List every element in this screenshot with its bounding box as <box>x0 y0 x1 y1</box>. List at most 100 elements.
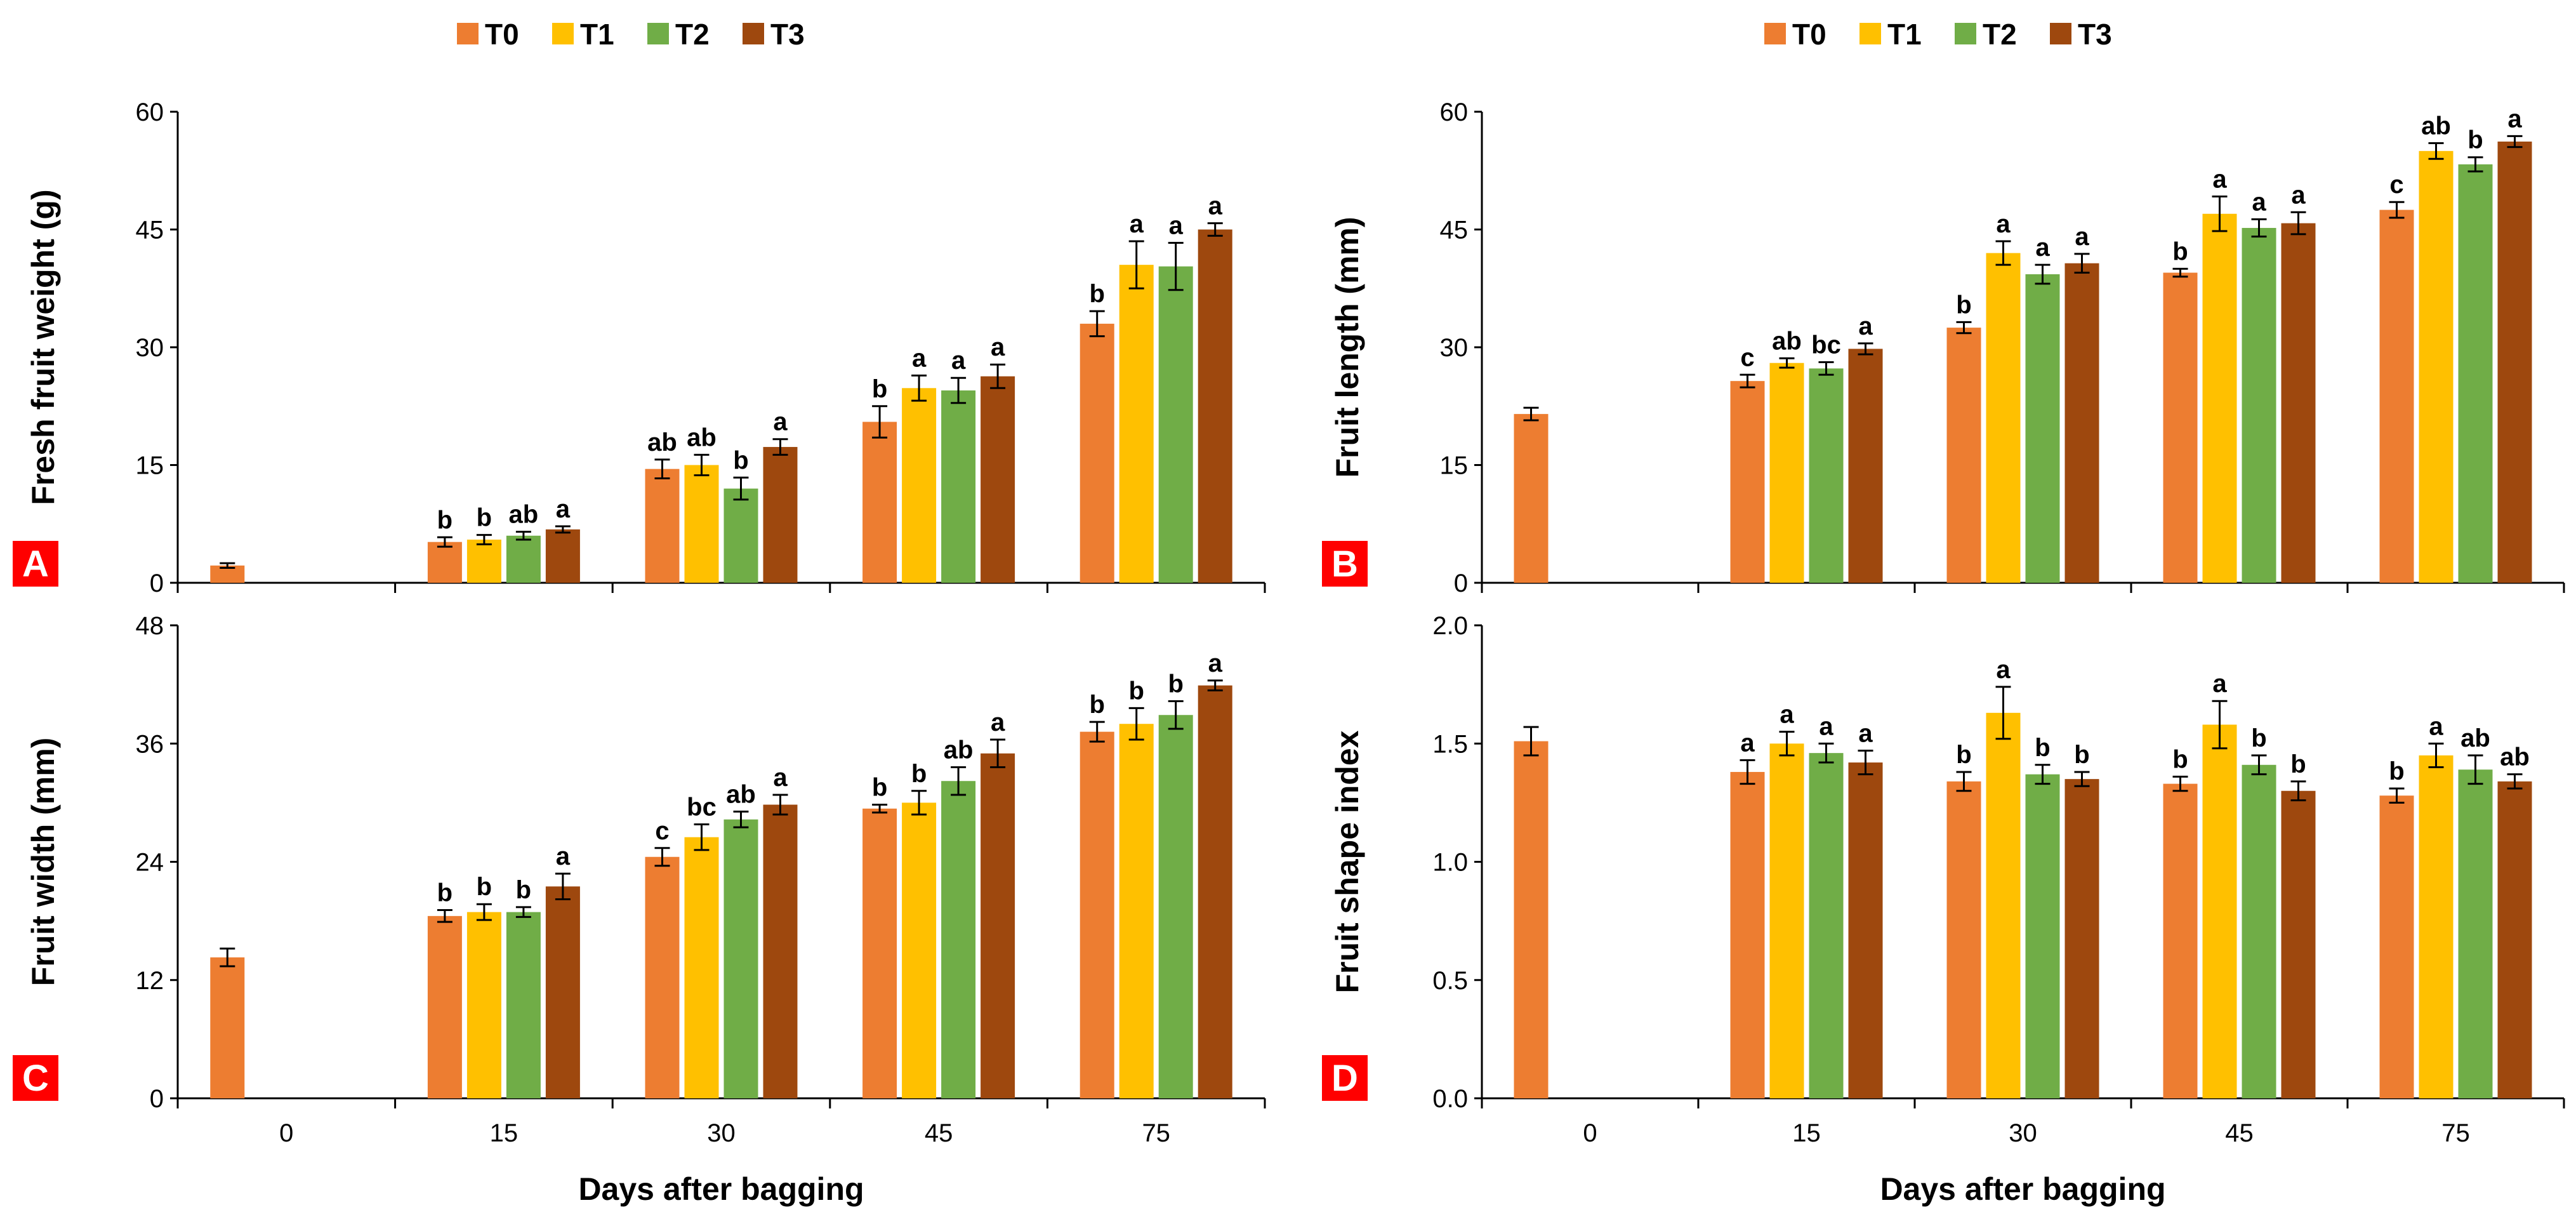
bar <box>1809 753 1844 1098</box>
significance-letter: c <box>1740 343 1754 371</box>
bar <box>466 912 501 1098</box>
x-axis-title: Days after bagging <box>1880 1171 2165 1207</box>
x-tick-label: 30 <box>707 1119 736 1147</box>
panel-label-badge <box>1322 541 1368 587</box>
bar <box>1080 731 1114 1098</box>
bar <box>763 804 798 1098</box>
significance-letter: a <box>1858 719 1873 747</box>
bar <box>1514 414 1549 583</box>
bar <box>723 819 758 1098</box>
significance-letter: b <box>2035 734 2050 762</box>
bar <box>2419 755 2454 1098</box>
significance-letter: b <box>733 446 748 474</box>
bar <box>1119 724 1154 1098</box>
significance-letter: a <box>2212 166 2227 194</box>
significance-letter: b <box>2290 750 2306 778</box>
significance-letter: ab <box>2500 743 2530 771</box>
panel-label: B <box>1331 543 1358 585</box>
significance-letter: b <box>2251 724 2266 752</box>
significance-letter: b <box>911 760 927 788</box>
significance-letter: b <box>2074 741 2089 769</box>
bar <box>2242 764 2276 1098</box>
significance-letter: a <box>912 345 927 373</box>
legend-label: T3 <box>2078 18 2112 51</box>
significance-letter: b <box>2172 745 2188 773</box>
bar <box>1158 715 1193 1098</box>
significance-letter: b <box>1168 670 1183 698</box>
bar <box>645 469 680 583</box>
y-tick-label: 60 <box>136 98 164 126</box>
y-tick-label: 60 <box>1440 98 1469 126</box>
significance-letter: a <box>1169 212 1184 240</box>
y-tick-label: 45 <box>1440 216 1469 244</box>
significance-letter: a <box>1996 210 2011 238</box>
panel-label: A <box>22 543 49 585</box>
significance-letter: b <box>1956 291 1971 319</box>
bar <box>2163 783 2198 1098</box>
significance-letter: ab <box>726 780 756 808</box>
bar <box>2163 272 2198 583</box>
legend-swatch <box>1764 23 1786 44</box>
significance-letter: a <box>951 347 966 375</box>
significance-letter: a <box>2212 670 2227 698</box>
significance-letter: ab <box>944 736 974 764</box>
significance-letter: a <box>1819 712 1833 740</box>
bar <box>1514 741 1549 1098</box>
significance-letter: a <box>1130 210 1144 238</box>
bar <box>427 542 462 583</box>
bar <box>862 422 897 583</box>
significance-letter: a <box>1740 729 1755 757</box>
bar <box>2242 228 2276 583</box>
significance-letter: b <box>477 504 492 532</box>
y-tick-label: 0.0 <box>1432 1085 1468 1113</box>
y-tick-label: 24 <box>136 849 164 877</box>
bar <box>2064 779 2099 1098</box>
significance-letter: ab <box>2421 112 2451 140</box>
significance-letter: a <box>1208 649 1223 677</box>
bar <box>862 808 897 1098</box>
x-tick-label: 30 <box>2009 1119 2037 1147</box>
significance-letter: a <box>556 842 571 870</box>
bar <box>1769 743 1804 1098</box>
significance-letter: c <box>655 817 669 845</box>
significance-letter: a <box>991 333 1005 361</box>
bar <box>506 535 541 583</box>
bar <box>506 912 541 1098</box>
bar <box>763 447 798 583</box>
panel-label-badge <box>13 1055 58 1101</box>
significance-letter: b <box>2172 237 2188 265</box>
significance-letter: b <box>2389 757 2404 785</box>
legend: T0 T1 T2 T3 <box>1764 18 2112 51</box>
bar <box>1730 381 1765 583</box>
bar <box>2202 724 2237 1098</box>
bar <box>2202 213 2237 583</box>
significance-letter: b <box>2467 126 2483 154</box>
bar <box>2025 274 2060 583</box>
x-tick-label: 75 <box>1142 1119 1170 1147</box>
y-tick-label: 1.5 <box>1432 730 1468 758</box>
y-tick-label: 1.0 <box>1432 849 1468 877</box>
panel-d: 0.0 0.5 1.0 1.5 2.0 Fruit shape index 0 15 30 45 7… <box>1322 612 2565 1207</box>
bar <box>684 465 719 583</box>
bar <box>684 837 719 1098</box>
panel-c: 0 12 24 36 48 Fruit width (mm) 0 15 30 45 75 Days a… <box>13 612 1266 1207</box>
significance-letter: ab <box>1772 327 1802 355</box>
significance-letter: a <box>2075 223 2089 251</box>
y-tick-label: 0 <box>150 569 164 597</box>
bar <box>2458 164 2493 583</box>
significance-letter: a <box>2252 188 2266 216</box>
bar <box>1080 323 1114 583</box>
bar <box>1198 229 1232 583</box>
significance-letter: b <box>437 879 452 907</box>
bar <box>1986 712 2021 1098</box>
significance-letter: b <box>437 506 452 534</box>
bar <box>1848 349 1883 583</box>
x-tick-label: 0 <box>279 1119 293 1147</box>
significance-letter: a <box>1780 701 1794 729</box>
significance-letter: a <box>773 408 788 436</box>
significance-letter: a <box>991 708 1005 736</box>
bar <box>902 802 937 1098</box>
legend-swatch <box>1859 23 1881 44</box>
